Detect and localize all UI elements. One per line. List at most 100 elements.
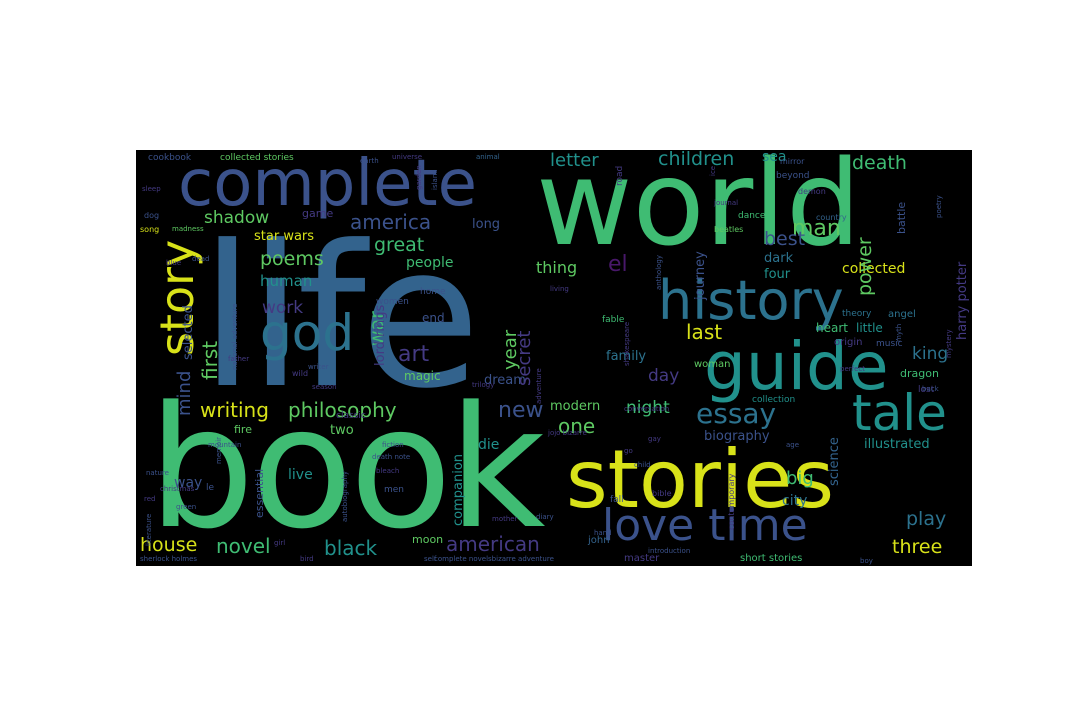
word-mystery: mystery <box>945 329 953 358</box>
word-nature: nature <box>146 469 169 477</box>
word-jojo-bizarre: jojo bizarre <box>548 429 587 437</box>
word-season: season <box>312 383 337 391</box>
word-el: el <box>608 252 628 277</box>
word-mind: mind <box>174 370 195 416</box>
word-battle: battle <box>895 201 908 234</box>
word-long: long <box>472 217 501 232</box>
word-family: family <box>606 349 647 364</box>
word-myth: myth <box>895 323 903 342</box>
word-journey: journey <box>693 251 708 300</box>
word-woman: woman <box>694 359 731 370</box>
word-john: john <box>588 535 610 546</box>
word-end: end <box>422 311 445 325</box>
word-little: little <box>856 321 883 335</box>
word-essential: essential <box>253 468 266 518</box>
word-hand: hand <box>594 529 612 537</box>
word-master: master <box>624 553 660 564</box>
word-memoir: memoir <box>215 436 223 464</box>
word-novel: novel <box>216 534 271 558</box>
word-dragon: dragon <box>900 367 939 380</box>
word-moon: moon <box>412 533 444 546</box>
word-self: self <box>424 555 437 563</box>
word-lord-rings: lord rings <box>373 304 388 366</box>
word-dog: dog <box>144 211 160 220</box>
word-classic: classic <box>336 411 366 421</box>
word-fall: fall <box>610 495 624 505</box>
word-father: father <box>228 355 250 363</box>
word-journal: journal <box>714 199 739 207</box>
word-collected: collected <box>842 261 906 277</box>
word-men: men <box>384 485 405 495</box>
word-first: first <box>198 340 222 380</box>
word-ice: ice <box>709 165 717 176</box>
word-shakespeare: shakespeare <box>623 321 631 366</box>
word-back: back <box>922 385 939 393</box>
word-le: le <box>206 483 215 493</box>
word-fiction: fiction <box>382 441 404 449</box>
word-black: black <box>324 536 378 560</box>
word-dream: dream <box>484 373 526 388</box>
word-night: night <box>626 398 670 418</box>
word-dark: dark <box>764 251 794 266</box>
word-game: game <box>302 207 334 220</box>
word-island: island <box>431 169 439 190</box>
word-sherlock-holmes: sherlock holmes <box>140 555 198 563</box>
word-literature: literature <box>145 513 153 546</box>
word-dance: dance <box>738 211 766 221</box>
word-die: die <box>478 437 500 453</box>
word-companion: companion <box>451 453 466 526</box>
word-book: book <box>148 370 545 566</box>
word-god: god <box>260 304 355 362</box>
word-art: art <box>398 342 430 367</box>
word-wild: wild <box>292 369 309 378</box>
word-illustrated: illustrated <box>864 437 930 452</box>
word-short-stories: short stories <box>740 553 803 564</box>
word-country: country <box>816 213 847 222</box>
word-harry-potter: harry potter <box>955 261 970 340</box>
word-world: world <box>536 150 861 272</box>
word-writing: writing <box>200 398 269 422</box>
word-age: age <box>786 441 800 449</box>
word-love-time: love time <box>602 500 808 551</box>
word-road: road <box>615 165 625 186</box>
word-man: man <box>792 216 841 241</box>
word-gay: gay <box>648 435 661 443</box>
word-people: people <box>406 255 454 271</box>
word-king: king <box>912 344 949 364</box>
word-dead: dead <box>192 255 210 263</box>
word-big: big <box>786 468 814 489</box>
word-history: history <box>658 269 844 332</box>
word-living: living <box>550 285 569 293</box>
word-origin: origin <box>834 337 863 348</box>
word-introduction: introduction <box>648 547 691 555</box>
word-music: music <box>876 339 903 349</box>
word-heart: heart <box>816 321 848 335</box>
word-green: green <box>176 503 197 511</box>
word-four: four <box>764 267 791 282</box>
word-cloud: life book world stories complete history… <box>136 150 972 566</box>
word-contemporary: contemporary <box>727 473 736 530</box>
word-conversation: conversation <box>624 405 670 413</box>
word-fable: fable <box>602 315 625 325</box>
word-demon: demon <box>798 187 826 196</box>
word-great: great <box>374 234 425 256</box>
word-science: science <box>827 437 842 486</box>
word-song: song <box>140 225 160 234</box>
word-american: american <box>446 532 540 556</box>
word-animal: animal <box>476 153 500 161</box>
word-modern: modern <box>550 399 601 414</box>
word-beyond: beyond <box>776 171 810 181</box>
word-complete-novels: complete novelsbizarre adventure <box>434 555 554 563</box>
word-children: children <box>658 150 735 170</box>
word-poems: poems <box>260 248 324 270</box>
word-secret: secret <box>514 330 535 387</box>
word-national-adventure: national adventure <box>231 303 239 370</box>
word-bird: bird <box>300 555 314 563</box>
word-beatles: beatles <box>714 225 744 234</box>
word-last: last <box>686 320 723 344</box>
word-human: human <box>260 272 313 290</box>
word-mother: mother <box>492 515 518 523</box>
word-theory: theory <box>842 309 872 319</box>
word-letter: letter <box>550 150 599 171</box>
word-adventure: adventure <box>535 368 543 404</box>
